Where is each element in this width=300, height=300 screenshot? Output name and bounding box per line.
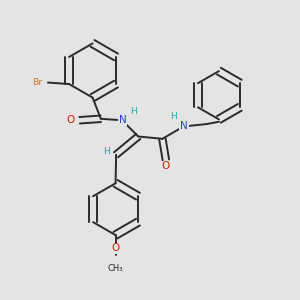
Text: O: O: [162, 161, 170, 172]
Text: CH₃: CH₃: [107, 264, 123, 273]
Text: O: O: [66, 115, 74, 125]
Text: N: N: [119, 115, 127, 125]
Text: H: H: [130, 107, 136, 116]
Text: Br: Br: [32, 78, 43, 87]
Text: N: N: [180, 122, 188, 131]
Text: H: H: [170, 112, 177, 121]
Text: H: H: [103, 147, 110, 156]
Text: O: O: [111, 243, 120, 253]
